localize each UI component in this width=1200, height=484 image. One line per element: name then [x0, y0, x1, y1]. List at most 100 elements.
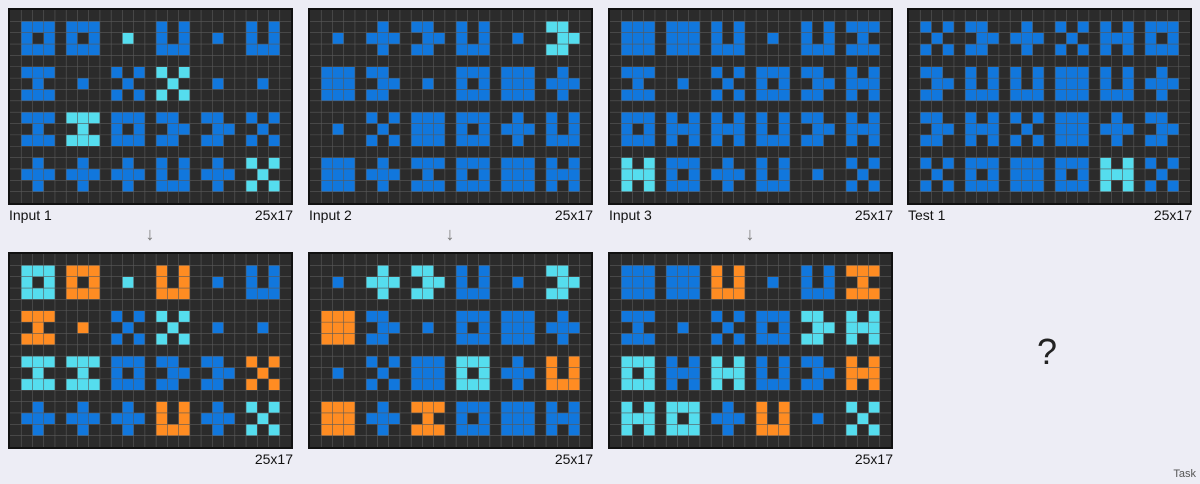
- grid-cell: [857, 123, 869, 135]
- grid-cell: [433, 157, 445, 169]
- grid-cell: [478, 112, 490, 124]
- grid-cell: [643, 333, 655, 345]
- grid-cell: [643, 157, 655, 169]
- grid-cell: [1055, 123, 1067, 135]
- grid-cell: [478, 66, 490, 79]
- grid-cell: [557, 21, 569, 33]
- grid-cell: [32, 424, 44, 436]
- grid-cell: [377, 44, 389, 56]
- grid-cell: [467, 44, 479, 56]
- grid-cell: [122, 378, 134, 391]
- grid-cell: [32, 21, 44, 33]
- grid-cell: [722, 367, 734, 379]
- grid-cell: [456, 123, 468, 135]
- grid-cell: [1145, 112, 1157, 124]
- grid-cell: [643, 401, 655, 413]
- grid-cell: [433, 424, 445, 436]
- grid-cell: [32, 412, 44, 425]
- grid-cell: [677, 32, 689, 45]
- grid-cell: [1055, 157, 1067, 169]
- grid-cell: [621, 356, 633, 368]
- grid-cell: [32, 288, 44, 300]
- grid-cell: [965, 180, 977, 192]
- grid-cell: [666, 157, 678, 169]
- grid-cell: [756, 168, 768, 181]
- grid-cell: [332, 367, 344, 379]
- grid-cell: [388, 168, 400, 181]
- grid-cell: [857, 78, 869, 90]
- output-2-panel: 25x17: [308, 252, 593, 468]
- grid-cell: [812, 378, 824, 391]
- grid-cell: [77, 322, 89, 334]
- grid-cell: [332, 66, 344, 79]
- grid-cell: [321, 333, 333, 345]
- grid-cell: [268, 180, 280, 192]
- output-3-panel: 25x17: [608, 252, 893, 468]
- output-3-caption: 25x17: [608, 450, 893, 468]
- grid-cell: [467, 134, 479, 147]
- grid-cell: [411, 112, 423, 124]
- grid-cell: [1077, 66, 1089, 79]
- grid-cell: [257, 367, 269, 379]
- grid-cell: [823, 276, 835, 289]
- grid-cell: [733, 168, 745, 181]
- grid-cell: [778, 123, 790, 135]
- grid-cell: [711, 288, 723, 300]
- grid-cell: [167, 112, 179, 124]
- grid-cell: [1055, 21, 1067, 33]
- grid-cell: [422, 123, 434, 135]
- grid-cell: [478, 412, 490, 425]
- grid-cell: [801, 134, 813, 147]
- grid-cell: [931, 32, 943, 45]
- grid-cell: [377, 276, 389, 289]
- grid-cell: [1156, 44, 1168, 56]
- grid-cell: [246, 288, 258, 300]
- grid-cell: [756, 66, 768, 79]
- grid-cell: [688, 157, 700, 169]
- grid-cell: [621, 157, 633, 169]
- grid-cell: [21, 333, 33, 345]
- grid-cell: [411, 123, 423, 135]
- grid-cell: [546, 44, 558, 56]
- grid-cell: [366, 412, 378, 425]
- grid-cell: [478, 310, 490, 323]
- grid-cell: [212, 112, 224, 124]
- grid-cell: [976, 21, 988, 33]
- grid-cell: [456, 32, 468, 45]
- grid-cell: [568, 123, 580, 135]
- grid-cell: [512, 32, 524, 45]
- grid-cell: [422, 288, 434, 300]
- grid-cell: [767, 276, 779, 289]
- grid-cell: [122, 168, 134, 181]
- grid-cell: [332, 168, 344, 181]
- grid-cell: [666, 378, 678, 391]
- grid-cell: [501, 123, 513, 135]
- grid-cell: [632, 78, 644, 90]
- grid-cell: [88, 378, 100, 391]
- grid-cell: [456, 288, 468, 300]
- grid-cell: [846, 89, 858, 101]
- grid-cell: [501, 401, 513, 413]
- grid-cell: [756, 424, 768, 436]
- grid-cell: [767, 424, 779, 436]
- grid-cell: [666, 21, 678, 33]
- grid-cell: [268, 401, 280, 413]
- grid-cell: [767, 378, 779, 391]
- grid-cell: [201, 356, 213, 368]
- grid-cell: [433, 134, 445, 147]
- grid-cell: [965, 112, 977, 124]
- grid-cell: [666, 276, 678, 289]
- grid-cell: [156, 333, 168, 345]
- test-1-label: Test 1: [908, 207, 946, 223]
- grid-cell: [677, 367, 689, 379]
- grid-cell: [1077, 21, 1089, 33]
- grid-cell: [812, 367, 824, 379]
- grid-cell: [246, 157, 258, 169]
- grid-cell: [801, 44, 813, 56]
- grid-cell: [546, 322, 558, 334]
- grid-cell: [778, 378, 790, 391]
- grid-cell: [512, 180, 524, 192]
- grid-cell: [1100, 78, 1112, 90]
- grid-cell: [1066, 78, 1078, 90]
- grid-cell: [377, 367, 389, 379]
